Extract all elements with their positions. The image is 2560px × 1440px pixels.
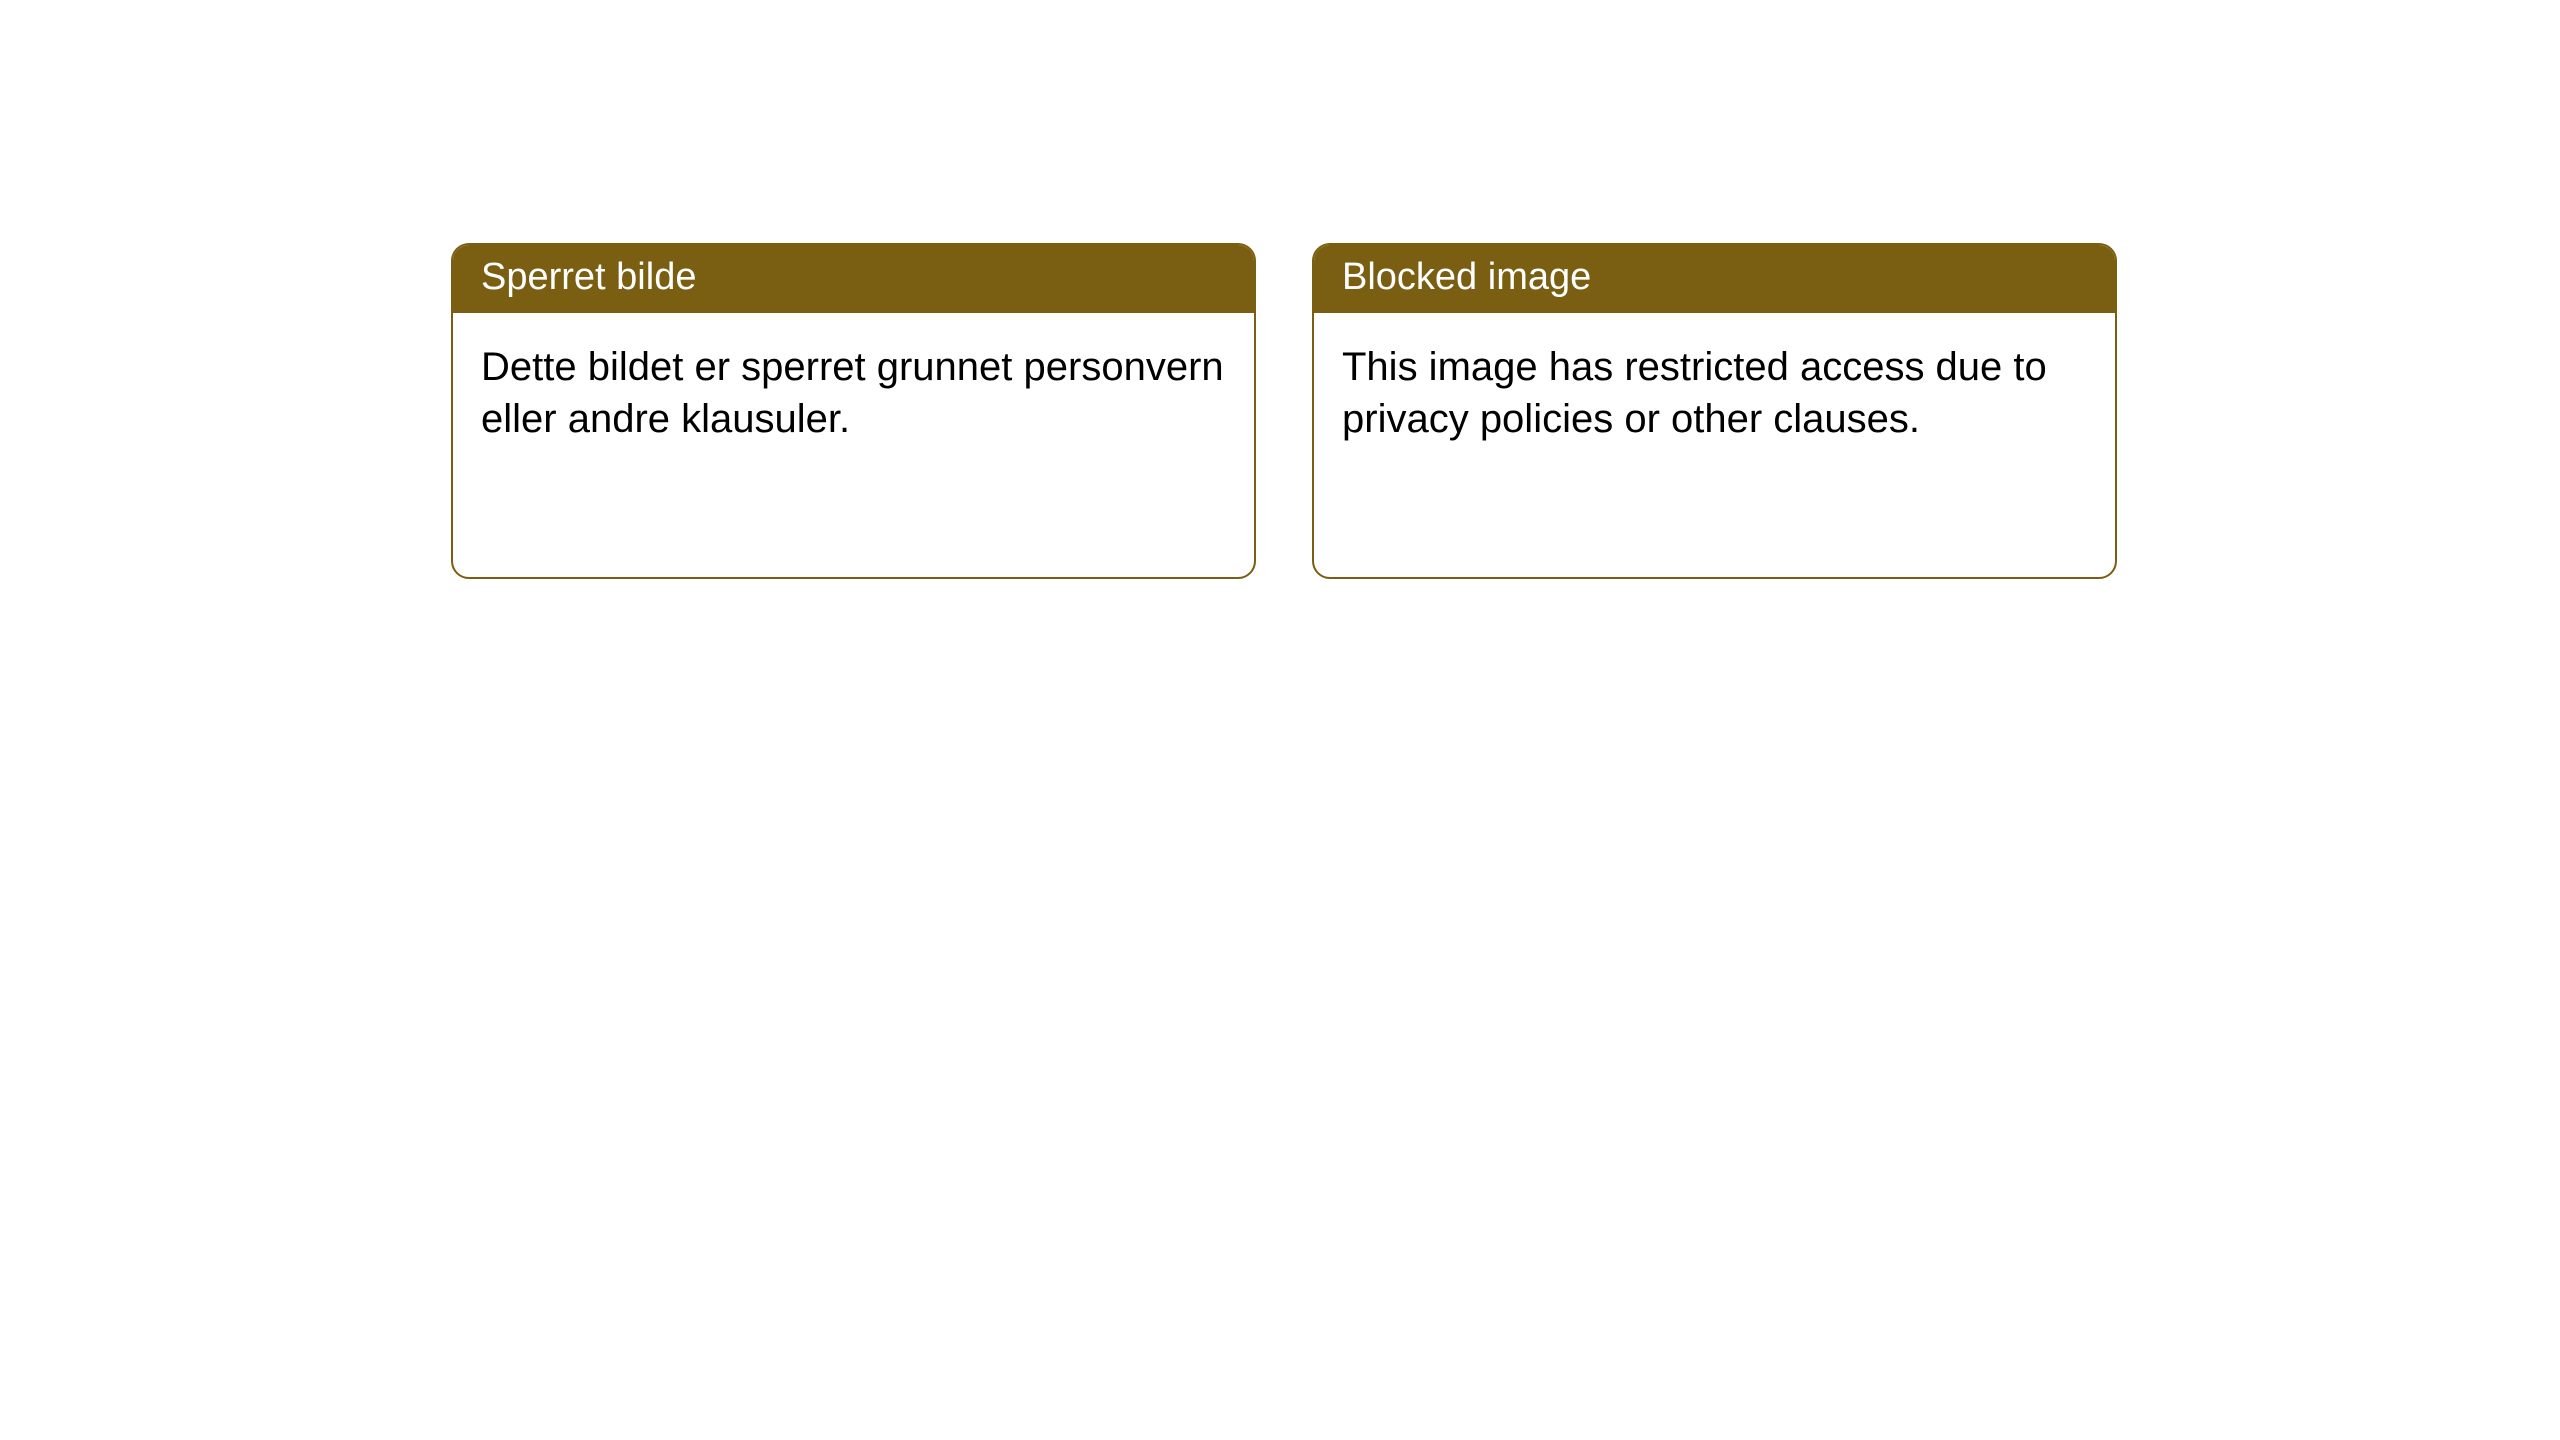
card-header: Blocked image <box>1314 245 2115 313</box>
card-body: Dette bildet er sperret grunnet personve… <box>453 313 1254 465</box>
card-body: This image has restricted access due to … <box>1314 313 2115 465</box>
blocked-image-card-no: Sperret bilde Dette bildet er sperret gr… <box>451 243 1256 579</box>
card-header: Sperret bilde <box>453 245 1254 313</box>
blocked-image-card-en: Blocked image This image has restricted … <box>1312 243 2117 579</box>
cards-container: Sperret bilde Dette bildet er sperret gr… <box>451 243 2117 579</box>
